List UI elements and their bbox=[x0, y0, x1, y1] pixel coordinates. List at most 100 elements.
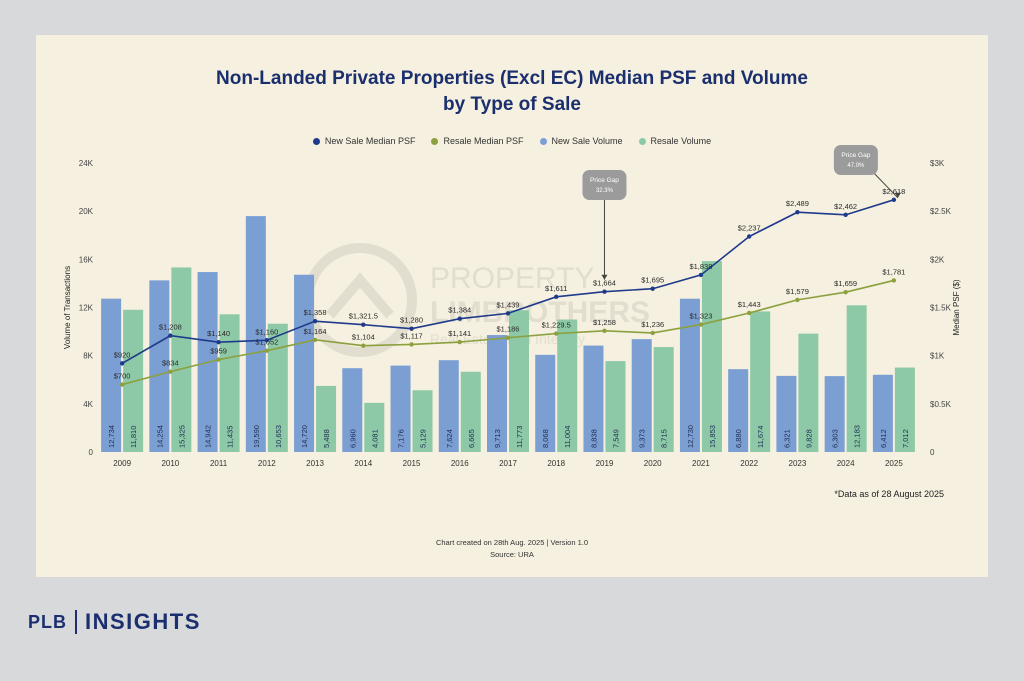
source-note: Source: URA bbox=[490, 550, 534, 559]
resale-psf-label: $834 bbox=[162, 359, 179, 368]
bar-new-sale-volume bbox=[679, 298, 700, 452]
resale-psf-point bbox=[312, 337, 318, 343]
legend-resale-volume-label: Resale Volume bbox=[650, 136, 712, 146]
bar-resale-volume bbox=[750, 311, 771, 452]
resale-psf-label: $1,141 bbox=[448, 329, 471, 338]
chart-created-note: Chart created on 28th Aug. 2025 | Versio… bbox=[435, 538, 589, 547]
new-sale-psf-point bbox=[505, 311, 511, 316]
y2-tick-label: $2.5K bbox=[930, 207, 952, 216]
resale-psf-label: $1,781 bbox=[882, 267, 905, 276]
bar-label-new-sale-volume: 9,713 bbox=[493, 429, 502, 448]
legend-new-psf-label: New Sale Median PSF bbox=[324, 136, 416, 146]
new-sale-psf-label: $2,489 bbox=[786, 199, 809, 208]
bar-label-resale-volume: 6,665 bbox=[467, 429, 476, 448]
new-sale-psf-label: $1,358 bbox=[304, 308, 327, 317]
new-sale-psf-label: $1,208 bbox=[159, 323, 182, 332]
bar-label-new-sale-volume: 7,624 bbox=[445, 429, 454, 448]
chart-card bbox=[36, 35, 988, 577]
chart-legend: New Sale Median PSF Resale Median PSF Ne… bbox=[0, 136, 1024, 146]
resale-psf-label: $1,229.5 bbox=[542, 321, 571, 330]
new-sale-psf-label: $1,695 bbox=[641, 276, 664, 285]
new-sale-psf-point bbox=[650, 286, 655, 291]
bar-new-sale-volume bbox=[824, 376, 845, 452]
y-axis-title: Volume of Transactions bbox=[63, 266, 72, 349]
bar-label-new-sale-volume: 6,880 bbox=[734, 429, 743, 448]
new-sale-psf-point bbox=[264, 338, 270, 343]
bar-label-resale-volume: 5,488 bbox=[322, 429, 331, 448]
bar-new-sale-volume bbox=[390, 365, 411, 452]
resale-psf-label: $700 bbox=[114, 372, 131, 381]
new-sale-psf-point bbox=[168, 333, 173, 338]
resale-psf-point bbox=[361, 343, 366, 348]
y-tick-label: 8K bbox=[83, 352, 93, 361]
resale-psf-point bbox=[843, 289, 848, 295]
resale-psf-label: $1,579 bbox=[786, 287, 809, 296]
brand-insights: INSIGHTS bbox=[85, 609, 201, 634]
chart-title-line2: by Type of Sale bbox=[443, 94, 581, 115]
bar-label-resale-volume: 11,435 bbox=[226, 426, 235, 448]
new-sale-psf-label: $1,280 bbox=[400, 316, 423, 325]
bar-label-resale-volume: 11,810 bbox=[129, 426, 138, 448]
new-sale-psf-label: $1,439 bbox=[497, 300, 520, 309]
bar-label-resale-volume: 12,183 bbox=[853, 425, 862, 448]
legend-new-psf: New Sale Median PSF bbox=[312, 136, 416, 146]
x-tick-label: 2025 bbox=[885, 459, 903, 468]
new-sale-psf-label: $1,140 bbox=[207, 329, 230, 338]
bar-resale-volume bbox=[460, 371, 481, 452]
brand-logo: PLB INSIGHTS bbox=[28, 609, 201, 635]
bar-label-new-sale-volume: 14,720 bbox=[300, 425, 309, 448]
price-gap-title: Price Gap bbox=[590, 177, 619, 184]
bar-label-resale-volume: 11,674 bbox=[756, 426, 765, 448]
bar-new-sale-volume bbox=[294, 274, 315, 452]
bar-label-resale-volume: 4,081 bbox=[370, 429, 379, 448]
resale-psf-label: $1,164 bbox=[304, 327, 327, 336]
price-gap-arrowhead bbox=[601, 274, 608, 280]
resale-psf-label: $1,443 bbox=[738, 300, 761, 309]
bar-label-resale-volume: 10,653 bbox=[274, 425, 283, 448]
x-tick-label: 2016 bbox=[451, 459, 469, 468]
resale-psf-point bbox=[409, 342, 414, 347]
price-gap-callout bbox=[582, 170, 627, 200]
brand-divider bbox=[75, 610, 77, 634]
new-sale-psf-label: $1,838 bbox=[689, 262, 712, 271]
new-sale-psf-point bbox=[457, 316, 462, 321]
new-sale-psf-label: $2,618 bbox=[882, 187, 905, 196]
bar-label-new-sale-volume: 14,942 bbox=[204, 425, 213, 448]
resale-psf-point bbox=[168, 369, 173, 374]
price-gap-arrowhead bbox=[894, 192, 901, 198]
bar-resale-volume bbox=[509, 310, 529, 452]
bar-resale-volume bbox=[171, 267, 192, 452]
bar-resale-volume bbox=[267, 323, 288, 452]
bar-label-new-sale-volume: 14,254 bbox=[155, 425, 164, 448]
bar-label-new-sale-volume: 6,303 bbox=[831, 429, 840, 448]
resale-psf-point bbox=[746, 310, 752, 316]
bar-new-sale-volume bbox=[149, 280, 170, 452]
resale-psf-label: $1,236 bbox=[641, 320, 664, 329]
resale-psf-label: $1,117 bbox=[400, 331, 422, 340]
new-sale-psf-point bbox=[891, 197, 897, 202]
y2-tick-label: $1K bbox=[930, 352, 945, 361]
data-date-note: *Data as of 28 August 2025 bbox=[834, 489, 944, 499]
x-tick-label: 2024 bbox=[837, 459, 855, 468]
bar-label-resale-volume: 11,004 bbox=[563, 426, 572, 448]
resale-psf-point bbox=[457, 339, 462, 345]
resale-psf-label: $959 bbox=[210, 347, 227, 356]
legend-new-psf-marker bbox=[312, 137, 320, 145]
resale-psf-point bbox=[264, 348, 270, 353]
bar-label-resale-volume: 5,129 bbox=[419, 429, 428, 448]
legend-resale-psf-marker bbox=[431, 137, 439, 145]
new-sale-psf-label: $1,160 bbox=[255, 327, 278, 336]
bar-resale-volume bbox=[364, 402, 385, 452]
bar-new-sale-volume bbox=[438, 360, 459, 452]
resale-psf-point bbox=[795, 297, 800, 303]
x-tick-label: 2010 bbox=[161, 459, 179, 468]
bar-label-new-sale-volume: 6,960 bbox=[348, 429, 357, 448]
new-sale-psf-point bbox=[746, 234, 752, 239]
y-tick-label: 20K bbox=[79, 207, 94, 216]
new-sale-psf-label: $2,237 bbox=[738, 224, 761, 233]
resale-psf-point bbox=[119, 382, 125, 387]
price-gap-value: 32.3% bbox=[596, 188, 614, 194]
legend-new-volume-label: New Sale Volume bbox=[551, 136, 623, 146]
bar-resale-volume bbox=[605, 361, 626, 452]
bar-new-sale-volume bbox=[776, 375, 797, 452]
